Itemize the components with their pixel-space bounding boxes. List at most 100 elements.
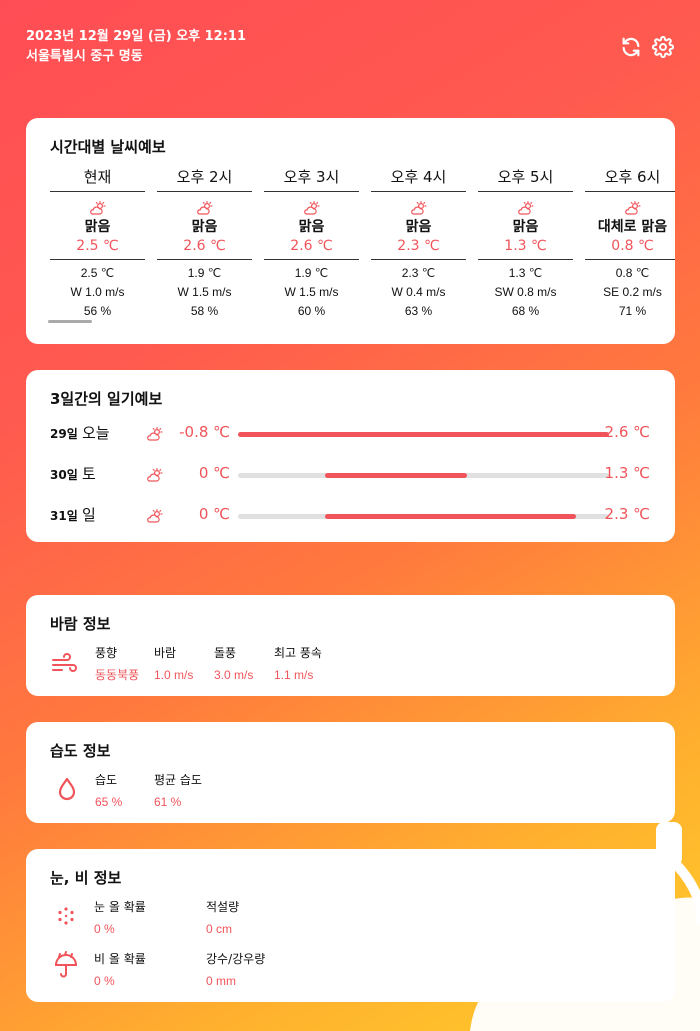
hourly-feels-like: 1.9 ℃ (294, 266, 329, 280)
hourly-details: 1.9 ℃ W 1.5 m/s 58 % (157, 260, 252, 321)
humidity-average: 평균 습도 61 % (154, 773, 202, 809)
hourly-wind: W 1.0 m/s (70, 285, 125, 299)
sun-cloud-icon (50, 192, 145, 218)
hourly-details: 0.8 ℃ SE 0.2 m/s 71 % (585, 260, 675, 321)
hourly-condition: 맑음 (84, 219, 111, 235)
hourly-condition: 대체로 맑음 (597, 219, 668, 235)
hourly-time: 오후 2시 (157, 166, 252, 192)
daily-date: 31일 (50, 509, 78, 523)
hourly-wind: SE 0.2 m/s (603, 285, 662, 299)
hourly-humidity: 60 % (297, 304, 326, 318)
hourly-temperature: 2.6 ℃ (157, 236, 252, 260)
daily-day: 일 (82, 506, 96, 524)
hourly-forecast-card: 시간대별 날씨예보 현재 맑음 2.5 ℃ 2.5 ℃ W 1.0 m/s 56 % 오후 … (26, 118, 675, 344)
rain-probability: 비 올 확률 0 % (94, 952, 146, 988)
hourly-condition: 맑음 (298, 219, 325, 235)
hourly-details: 2.5 ℃ W 1.0 m/s 56 % (50, 260, 145, 321)
daily-temp-range-track (238, 432, 609, 437)
daily-forecast-title: 3일간의 일기예보 (50, 390, 163, 408)
hourly-humidity: 56 % (83, 304, 112, 318)
sun-cloud-icon (478, 192, 573, 218)
rainfall: 강수/강우량 0 mm (206, 952, 266, 988)
hourly-item: 오후 4시 맑음 2.3 ℃ 2.3 ℃ W 0.4 m/s 63 % (371, 166, 466, 321)
umbrella-rain-icon (51, 950, 81, 984)
daily-temp-range-track (238, 473, 609, 478)
hourly-time: 오후 3시 (264, 166, 359, 192)
daily-date: 29일 (50, 427, 78, 441)
hourly-item: 오후 5시 맑음 1.3 ℃ 1.3 ℃ SW 0.8 m/s 68 % (478, 166, 573, 321)
hourly-details: 2.3 ℃ W 0.4 m/s 63 % (371, 260, 466, 321)
daily-min-temp: -0.8 ℃ (179, 423, 230, 441)
daily-temp-range-fill (238, 432, 609, 437)
hourly-humidity: 71 % (618, 304, 647, 318)
gear-icon[interactable] (651, 35, 675, 62)
sun-cloud-icon (371, 192, 466, 218)
hourly-forecast-list[interactable]: 현재 맑음 2.5 ℃ 2.5 ℃ W 1.0 m/s 56 % 오후 2시 맑음 2.6 ℃ 1… (50, 166, 675, 321)
horizontal-scrollbar[interactable] (48, 320, 92, 323)
sun-cloud-icon (146, 467, 164, 486)
current-datetime: 2023년 12월 29일 (금) 오후 12:11 (26, 29, 247, 44)
sun-cloud-icon (146, 426, 164, 445)
hourly-temperature: 1.3 ℃ (478, 236, 573, 260)
header: 2023년 12월 29일 (금) 오후 12:11 서울특별시 중구 명동 (26, 28, 246, 66)
hourly-feels-like: 1.3 ℃ (508, 266, 543, 280)
hourly-feels-like: 2.3 ℃ (401, 266, 436, 280)
droplet-icon (52, 774, 82, 808)
current-location: 서울특별시 중구 명동 (26, 49, 143, 64)
header-actions (620, 35, 675, 62)
daily-min-temp: 0 ℃ (198, 464, 230, 482)
hourly-item: 오후 6시 대체로 맑음 0.8 ℃ 0.8 ℃ SE 0.2 m/s 71 % (585, 166, 675, 321)
daily-day: 오늘 (82, 424, 110, 442)
humidity-info-card: 습도 정보 습도 65 % 평균 습도 61 % (26, 722, 675, 823)
background-cloud-decoration (470, 822, 700, 1031)
hourly-time: 오후 4시 (371, 166, 466, 192)
wind-icon (50, 649, 80, 683)
sun-cloud-icon (157, 192, 252, 218)
hourly-condition: 맑음 (512, 219, 539, 235)
hourly-temperature: 2.3 ℃ (371, 236, 466, 260)
hourly-feels-like: 0.8 ℃ (615, 266, 650, 280)
snow-probability: 눈 올 확률 0 % (94, 900, 146, 936)
precip-info-card: 눈, 비 정보 눈 올 확률 0 % 적설량 0 cm 비 올 확률 0 % 강수/강… (26, 849, 675, 1002)
hourly-feels-like: 1.9 ℃ (187, 266, 222, 280)
hourly-condition: 맑음 (191, 219, 218, 235)
wind-gust: 돌풍 3.0 m/s (214, 646, 254, 682)
daily-max-temp: 1.3 ℃ (604, 464, 650, 482)
daily-forecast-card: 3일간의 일기예보 29일 오늘 -0.8 ℃ 2.6 ℃ 30일 토 0 ℃ 1.3 ℃ 31… (26, 370, 675, 542)
hourly-temperature: 2.6 ℃ (264, 236, 359, 260)
daily-temp-range-fill (325, 514, 577, 519)
hourly-humidity: 58 % (190, 304, 219, 318)
precip-info-title: 눈, 비 정보 (50, 869, 122, 887)
wind-info-card: 바람 정보 풍향 동동북풍 바람 1.0 m/s 돌풍 3.0 m/s 최고 풍속 1.… (26, 595, 675, 696)
snowflake-icon (51, 901, 81, 935)
daily-row: 30일 토 0 ℃ 1.3 ℃ (50, 463, 650, 487)
sun-cloud-icon (264, 192, 359, 218)
hourly-temperature: 2.5 ℃ (50, 236, 145, 260)
sun-cloud-icon (585, 192, 675, 218)
humidity-info-title: 습도 정보 (50, 742, 111, 760)
hourly-time: 현재 (50, 166, 145, 192)
hourly-humidity: 68 % (511, 304, 540, 318)
hourly-details: 1.9 ℃ W 1.5 m/s 60 % (264, 260, 359, 321)
snowfall: 적설량 0 cm (206, 900, 240, 936)
hourly-wind: W 0.4 m/s (391, 285, 446, 299)
sun-cloud-icon (146, 508, 164, 527)
daily-row: 31일 일 0 ℃ 2.3 ℃ (50, 504, 650, 528)
hourly-wind: W 1.5 m/s (284, 285, 339, 299)
hourly-temperature: 0.8 ℃ (585, 236, 675, 260)
daily-max-temp: 2.6 ℃ (604, 423, 650, 441)
hourly-time: 오후 6시 (585, 166, 675, 192)
hourly-condition: 맑음 (405, 219, 432, 235)
wind-speed: 바람 1.0 m/s (154, 646, 194, 682)
hourly-humidity: 63 % (404, 304, 433, 318)
refresh-icon[interactable] (620, 36, 642, 62)
daily-row: 29일 오늘 -0.8 ℃ 2.6 ℃ (50, 422, 650, 446)
daily-max-temp: 2.3 ℃ (604, 505, 650, 523)
humidity-current: 습도 65 % (95, 773, 123, 809)
hourly-forecast-title: 시간대별 날씨예보 (50, 138, 166, 156)
wind-direction: 풍향 동동북풍 (95, 646, 140, 682)
hourly-time: 오후 5시 (478, 166, 573, 192)
hourly-feels-like: 2.5 ℃ (80, 266, 115, 280)
